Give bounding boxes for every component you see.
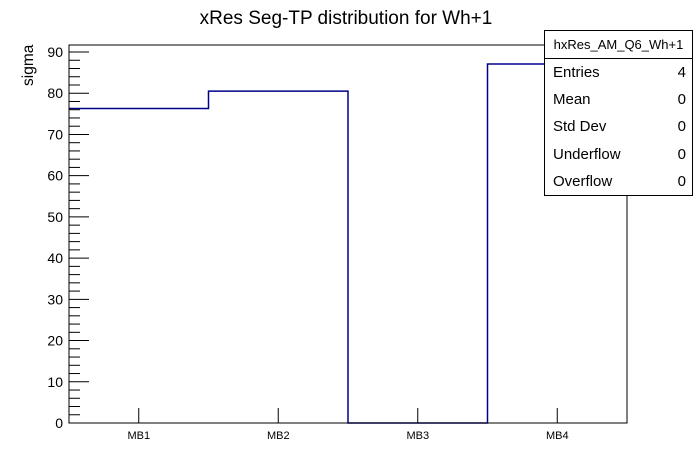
x-category-label: MB4 bbox=[546, 430, 569, 442]
histogram-line bbox=[69, 63, 627, 424]
y-tick-label: 90 bbox=[47, 44, 63, 60]
stats-rows: Entries 4 Mean 0 Std Dev 0 Underflow 0 Overflow 0 bbox=[545, 59, 692, 195]
stats-row-label: Underflow bbox=[553, 145, 621, 163]
y-tick-label: 80 bbox=[47, 85, 63, 101]
stats-row: Underflow 0 bbox=[553, 146, 686, 163]
chart-title: xRes Seg-TP distribution for Wh+1 bbox=[200, 8, 493, 29]
y-tick-label: 40 bbox=[47, 250, 63, 266]
stats-row-label: Std Dev bbox=[553, 118, 607, 136]
stats-row: Mean 0 bbox=[553, 91, 686, 108]
stats-row-value: 0 bbox=[677, 118, 686, 136]
y-tick-label: 30 bbox=[47, 291, 63, 307]
y-tick-label: 20 bbox=[47, 333, 63, 349]
stats-row-value: 0 bbox=[677, 91, 686, 109]
stats-row-label: Overflow bbox=[553, 172, 613, 190]
y-tick-label: 10 bbox=[47, 374, 63, 390]
stats-row-value: 0 bbox=[677, 172, 686, 190]
stats-box-title: hxRes_AM_Q6_Wh+1 bbox=[545, 31, 692, 59]
y-tick-label: 70 bbox=[47, 126, 63, 142]
y-tick-label: 50 bbox=[47, 209, 63, 225]
y-tick-label: 0 bbox=[55, 415, 63, 431]
stats-row: Std Dev 0 bbox=[553, 118, 686, 135]
stats-row-label: Mean bbox=[553, 91, 591, 109]
x-category-label: MB1 bbox=[127, 430, 150, 442]
stats-row-value: 0 bbox=[677, 145, 686, 163]
x-category-label: MB2 bbox=[267, 430, 290, 442]
stats-box: hxRes_AM_Q6_Wh+1 Entries 4 Mean 0 Std Dev 0 Un… bbox=[544, 30, 693, 196]
plot-frame bbox=[68, 44, 628, 424]
y-axis-title: sigma bbox=[20, 44, 37, 86]
stats-row-value: 4 bbox=[677, 64, 686, 82]
stats-row-label: Entries bbox=[553, 64, 600, 82]
x-category-label: MB3 bbox=[406, 430, 429, 442]
y-tick-label: 60 bbox=[47, 168, 63, 184]
stats-row: Entries 4 bbox=[553, 64, 686, 81]
stats-row: Overflow 0 bbox=[553, 173, 686, 190]
